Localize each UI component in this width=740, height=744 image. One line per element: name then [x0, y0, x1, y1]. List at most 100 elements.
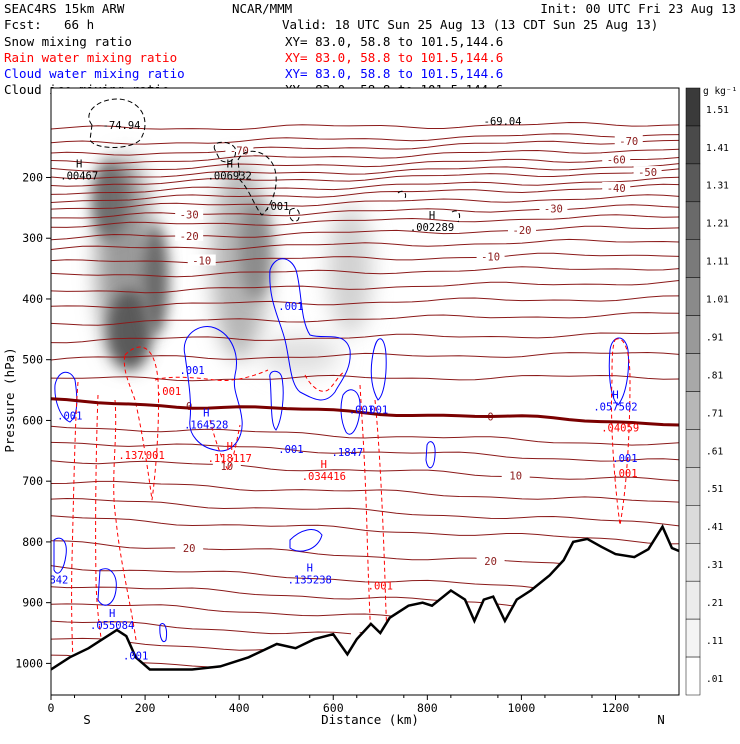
- rain-value-label: .137: [118, 450, 143, 462]
- cloud-contour-1: [183, 326, 243, 452]
- valid-time: Valid: 18 UTC Sun 25 Aug 13 (13 CDT Sun …: [282, 17, 658, 32]
- snow-max-marker: H: [429, 210, 435, 222]
- rain-value-label: .118117: [208, 453, 252, 465]
- colorbar-label: .41: [706, 522, 723, 533]
- isotherm-label-bg: [602, 181, 631, 193]
- isotherm-label-bg: [225, 144, 254, 156]
- isotherm-label-bg: [175, 541, 204, 553]
- y-tick-label: 1000: [15, 656, 43, 670]
- isotherm-label: 10: [221, 461, 234, 473]
- isotherm-label-bg: [476, 555, 505, 567]
- colorbar-label: .01: [706, 674, 723, 685]
- colorbar-label: .21: [706, 598, 723, 609]
- snow-contours: [88, 98, 461, 223]
- fcst-label: Fcst:: [4, 17, 42, 32]
- endpoint-right: N: [657, 712, 665, 727]
- colorbar-swatch: [685, 315, 701, 354]
- isotherm--40: [51, 183, 679, 203]
- isotherm-label: -30: [180, 210, 199, 222]
- rain-contour-9: [304, 371, 345, 392]
- model-title: SEAC4RS 15km ARW: [4, 1, 125, 16]
- isotherm-label: -40: [607, 183, 626, 195]
- y-tick-label: 300: [22, 231, 43, 245]
- colorbar-swatch: [685, 505, 701, 544]
- colorbar-label: .71: [706, 408, 723, 419]
- colorbar-label: .11: [706, 636, 723, 647]
- isotherm-line: [51, 332, 679, 344]
- fcst-value: 66 h: [64, 17, 94, 32]
- x-tick-label: 200: [135, 701, 156, 715]
- snow-contour-4: [289, 207, 300, 222]
- cloud-value-label: .001: [349, 404, 374, 416]
- rain-contour-6: [209, 419, 241, 471]
- field-snow-xy: XY= 83.0, 58.8 to 101.5,144.6: [285, 34, 503, 49]
- isotherm-line: [51, 295, 679, 309]
- cloud-max-marker: H: [109, 608, 115, 620]
- isotherm--30: [51, 204, 679, 219]
- snow-value-label: -74.94: [103, 120, 141, 132]
- isotherm--60: [51, 157, 679, 172]
- colorbar-label: .51: [706, 484, 723, 495]
- isotherm-label: -70: [230, 145, 249, 157]
- rain-water-contours: [71, 338, 631, 669]
- colorbar-swatch: [685, 580, 701, 620]
- snow-value-label: .001: [264, 201, 289, 213]
- isotherm-label: -20: [513, 225, 532, 237]
- colorbar-label: .61: [706, 446, 723, 457]
- field-rain-name: Rain water mixing ratio: [4, 50, 177, 65]
- isotherm-label: -60: [607, 154, 626, 166]
- colorbar-label: 1.21: [706, 219, 729, 230]
- isotherm--10: [51, 252, 679, 264]
- x-tick-label: 0: [48, 701, 55, 715]
- isotherm-label-bg: [633, 166, 662, 178]
- cloud-contour-3: [269, 370, 284, 431]
- zero-isotherm: [51, 397, 679, 427]
- isotherm--70: [51, 139, 679, 156]
- isotherm-label: 20: [484, 556, 497, 568]
- colorbar-label: 1.11: [706, 257, 729, 268]
- snow-contour-2: [213, 141, 237, 163]
- x-tick-label: 400: [229, 701, 250, 715]
- y-tick-label: 600: [22, 413, 43, 427]
- isotherm-line: [51, 266, 679, 278]
- isotherm-label-bg: [539, 202, 568, 214]
- cloud-max-marker: H: [307, 562, 313, 574]
- snow-value-label: .002289: [410, 222, 454, 234]
- isotherm-label-bg: [175, 399, 204, 411]
- snow-contour-3: [237, 150, 277, 216]
- isotherm-line: [51, 194, 679, 210]
- x-tick-label: 1000: [508, 701, 536, 715]
- isotherm-label: -10: [192, 255, 211, 267]
- y-axis: 200 300 400 500 600 700 800 900 1000: [15, 170, 51, 670]
- isotherm-label: 10: [509, 471, 522, 483]
- isotherm-line: [51, 480, 679, 503]
- cloud-value-label: .001: [278, 301, 303, 313]
- isotherm-label: -50: [638, 167, 657, 179]
- y-tick-label: 400: [22, 292, 43, 306]
- x-tick-label: 1200: [602, 701, 630, 715]
- isotherm-label-bg: [602, 153, 631, 165]
- snow-max-marker: H: [227, 158, 233, 170]
- x-tick-label: 600: [323, 701, 344, 715]
- isotherm-line: [51, 148, 679, 164]
- rain-value-label: .04059: [601, 423, 639, 435]
- rain-contour-10: [610, 338, 631, 526]
- colorbar-swatch: [685, 656, 701, 696]
- cloud-contour-9: [289, 529, 323, 552]
- colorbar-swatch: [685, 125, 701, 165]
- rain-value-label: .001: [368, 580, 393, 592]
- y-tick-label: 500: [22, 353, 43, 367]
- rain-max-marker: H: [227, 441, 233, 453]
- cloud-value-label: .001: [57, 410, 82, 422]
- terrain-line: [51, 524, 679, 671]
- snow-max-marker: H: [76, 158, 82, 170]
- colorbar-swatch: [685, 429, 701, 468]
- isotherm-label-bg: [175, 229, 204, 241]
- colorbar-label: .91: [706, 332, 723, 343]
- snow-contour-6: [451, 210, 461, 223]
- rain-value-label: .001: [139, 450, 164, 462]
- isotherm-label: -30: [544, 204, 563, 216]
- y-tick-label: 700: [22, 474, 43, 488]
